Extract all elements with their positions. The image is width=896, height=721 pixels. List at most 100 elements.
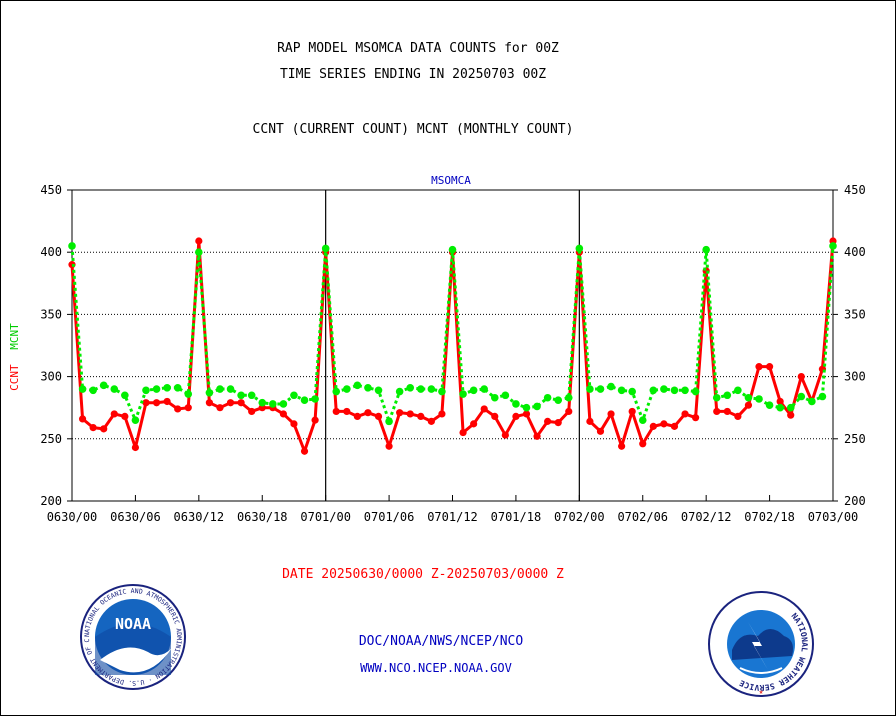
chart-title-line2: TIME SERIES ENDING IN 20250703 00Z (280, 67, 546, 82)
data-point-mcnt (184, 390, 193, 398)
data-point-mcnt (269, 400, 277, 408)
data-point-ccnt (279, 410, 287, 418)
data-point-ccnt (765, 363, 774, 371)
data-point-mcnt (797, 392, 806, 401)
data-point-ccnt (744, 401, 753, 409)
chart-title-line1: RAP MODEL MSOMCA DATA COUNTS for 00Z (277, 41, 559, 56)
data-point-mcnt (649, 386, 658, 395)
data-point-mcnt (311, 395, 319, 403)
y-tick-label-right: 400 (844, 245, 866, 259)
data-point-mcnt (343, 385, 351, 393)
data-point-ccnt (406, 410, 414, 418)
data-point-ccnt (470, 420, 478, 428)
data-point-mcnt (374, 386, 383, 395)
data-point-mcnt (78, 385, 87, 393)
data-point-mcnt (660, 385, 668, 393)
y-tick-label-left: 300 (40, 370, 62, 384)
data-point-ccnt (596, 427, 605, 435)
data-point-ccnt (205, 399, 214, 407)
data-point-mcnt (670, 386, 679, 395)
legend-mcnt: MCNT (8, 323, 21, 350)
data-point-ccnt (670, 422, 679, 430)
x-tick-label: 0630/00 (47, 510, 98, 524)
data-point-mcnt (247, 391, 256, 400)
data-point-ccnt (438, 410, 446, 418)
x-tick-label: 0701/06 (364, 510, 415, 524)
org-link[interactable]: DOC/NOAA/NWS/NCEP/NCO (359, 634, 524, 649)
data-point-mcnt (628, 387, 636, 396)
data-point-mcnt (258, 398, 267, 407)
y-tick-label-right: 250 (844, 432, 866, 446)
data-point-ccnt (660, 420, 668, 428)
data-point-ccnt (618, 442, 626, 450)
data-point-mcnt (734, 386, 742, 395)
data-point-mcnt (818, 392, 827, 401)
nws-star-icon: ★ (759, 687, 764, 696)
data-point-mcnt (290, 391, 298, 400)
x-tick-label: 0630/06 (110, 510, 161, 524)
data-point-ccnt (544, 417, 552, 425)
data-point-ccnt (512, 412, 520, 421)
data-point-mcnt (89, 386, 97, 395)
data-point-mcnt (744, 393, 753, 402)
x-tick-label: 0701/18 (491, 510, 542, 524)
data-point-mcnt (786, 403, 795, 412)
data-point-mcnt (237, 391, 245, 400)
data-point-ccnt (152, 399, 161, 407)
website-link[interactable]: WWW.NCO.NCEP.NOAA.GOV (360, 661, 512, 675)
nws-lightning-icon (748, 622, 768, 670)
x-tick-label: 0701/12 (427, 510, 478, 524)
data-point-ccnt (353, 412, 361, 421)
date-range-label: DATE 20250630/0000 Z-20250703/0000 Z (282, 567, 564, 582)
data-point-ccnt (248, 407, 256, 416)
data-point-mcnt (469, 386, 478, 395)
data-point-ccnt (396, 409, 404, 417)
data-point-mcnt (131, 416, 140, 424)
data-point-ccnt (797, 373, 805, 381)
data-point-mcnt (712, 393, 721, 402)
data-point-mcnt (554, 396, 562, 405)
data-point-ccnt (681, 410, 689, 418)
data-point-mcnt (195, 248, 203, 256)
data-point-mcnt (586, 385, 594, 393)
data-point-ccnt (734, 412, 742, 421)
x-tick-label: 0630/18 (237, 510, 288, 524)
y-tick-label-right: 200 (844, 494, 866, 508)
data-point-mcnt (406, 383, 415, 392)
data-point-ccnt (89, 424, 97, 432)
y-tick-label-right: 350 (844, 307, 866, 321)
data-point-mcnt (490, 393, 499, 402)
data-point-mcnt (459, 390, 467, 398)
data-point-mcnt (543, 393, 552, 402)
data-point-mcnt (416, 385, 425, 393)
data-point-ccnt (586, 417, 594, 425)
data-point-ccnt (343, 407, 351, 416)
data-point-ccnt (427, 417, 435, 425)
data-point-mcnt (110, 385, 119, 393)
nws-logo[interactable]: NATIONAL WEATHER SERVICE ★ (708, 591, 814, 697)
x-tick-label: 0702/06 (617, 510, 668, 524)
data-point-ccnt (78, 415, 87, 423)
y-tick-label-right: 450 (844, 183, 866, 197)
data-point-mcnt (829, 242, 837, 250)
data-point-ccnt (713, 407, 721, 416)
data-point-mcnt (427, 385, 436, 393)
nws-cloud-icon (732, 629, 793, 660)
data-point-ccnt (501, 431, 509, 439)
data-point-ccnt (565, 407, 573, 416)
data-point-mcnt (385, 417, 393, 426)
data-point-mcnt (638, 416, 647, 424)
data-point-mcnt (681, 386, 689, 395)
data-point-mcnt (522, 403, 531, 412)
noaa-bird-icon (100, 647, 172, 673)
data-point-mcnt (776, 403, 784, 412)
data-point-ccnt (649, 422, 657, 430)
data-point-ccnt (131, 443, 140, 452)
data-point-mcnt (480, 385, 489, 393)
data-point-ccnt (142, 399, 150, 407)
data-point-ccnt (480, 405, 488, 413)
data-point-ccnt (121, 412, 129, 421)
y-tick-label-right: 300 (844, 370, 866, 384)
data-point-mcnt (533, 402, 541, 411)
